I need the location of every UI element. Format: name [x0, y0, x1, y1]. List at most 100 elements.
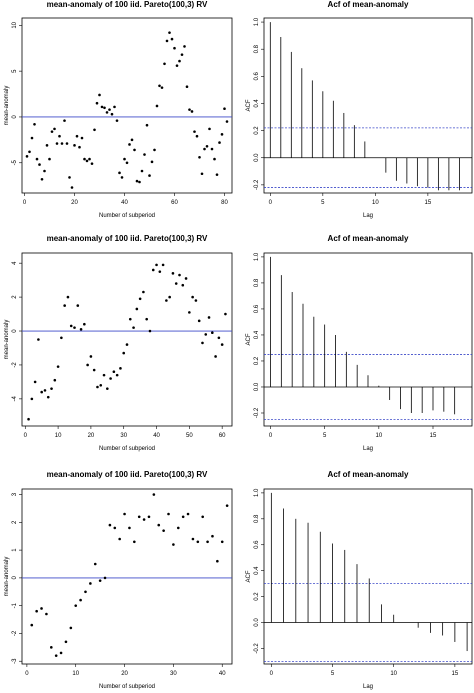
y-axis-label: mean-anomaly — [4, 320, 10, 360]
data-point — [160, 86, 164, 89]
x-tick-label: 0 — [23, 200, 27, 206]
data-point — [45, 144, 49, 147]
data-point — [123, 157, 126, 161]
data-point — [157, 523, 161, 527]
plot-frame — [263, 17, 473, 194]
y-tick-label: 0.2 — [254, 592, 260, 601]
data-point — [25, 155, 29, 158]
y-tick-label: 0.2 — [254, 126, 260, 135]
data-point — [201, 515, 204, 519]
y-tick-label: 0.4 — [254, 330, 260, 339]
data-point — [158, 84, 161, 88]
data-point — [161, 263, 165, 267]
data-point — [194, 299, 198, 302]
x-tick-label: 5 — [331, 671, 335, 677]
data-point — [216, 559, 219, 563]
data-point — [35, 157, 39, 161]
data-point — [63, 304, 66, 307]
data-point — [70, 186, 74, 189]
panel-5: mean-anomaly of 100 iid. Pareto(100,3) R… — [4, 470, 233, 690]
data-point — [93, 562, 97, 566]
data-point — [208, 127, 211, 131]
data-point — [135, 307, 139, 311]
data-point — [60, 142, 64, 145]
data-point — [27, 417, 30, 421]
data-point — [193, 130, 196, 133]
data-point — [167, 512, 170, 516]
data-point — [191, 537, 195, 541]
data-point — [168, 31, 171, 34]
data-point — [119, 367, 122, 370]
y-tick-label: 2 — [12, 295, 18, 299]
x-tick-label: 0 — [270, 671, 274, 677]
y-tick-label: -3 — [12, 658, 18, 664]
x-tick-label: 30 — [120, 433, 127, 439]
data-point — [201, 341, 204, 345]
y-tick-label: 0.4 — [254, 99, 260, 108]
y-tick-label: 0.6 — [254, 304, 260, 313]
data-point — [205, 144, 209, 148]
data-point — [207, 316, 211, 319]
data-point — [183, 45, 186, 48]
data-point — [85, 159, 89, 163]
data-point — [120, 176, 124, 179]
x-axis-label: Number of subperiod — [99, 684, 155, 690]
data-point — [175, 64, 179, 67]
data-point — [145, 317, 148, 321]
y-tick-label: 0 — [12, 115, 18, 119]
y-tick-label: 0.6 — [254, 72, 260, 81]
data-point — [128, 526, 131, 530]
chart-title: mean-anomaly of 100 iid. Pareto(100,3) R… — [47, 0, 208, 9]
y-tick-label: 1.0 — [254, 252, 260, 261]
plot-frame — [21, 252, 233, 427]
y-tick-label: 4 — [12, 261, 18, 265]
data-point — [223, 107, 226, 111]
data-point — [50, 130, 54, 133]
data-point — [224, 312, 227, 316]
data-point — [108, 108, 111, 111]
plot-frame — [263, 488, 473, 665]
chart-title: mean-anomaly of 100 iid. Pareto(100,3) R… — [47, 234, 208, 243]
panel-4: Acf of mean-anomaly 0 5 10 15 -0.2 0.0 0.2 0.4 0.… — [246, 234, 473, 452]
x-tick-label: 10 — [72, 671, 79, 677]
x-tick-label: 15 — [452, 671, 459, 677]
x-tick-label: 0 — [269, 433, 273, 439]
plot-frame — [21, 17, 233, 194]
data-point — [84, 590, 87, 594]
data-point — [113, 526, 117, 530]
x-tick-label: 15 — [425, 200, 432, 206]
data-point — [172, 543, 175, 546]
y-axis-label: ACF — [246, 570, 252, 582]
data-point — [108, 523, 112, 527]
data-point — [68, 176, 71, 179]
x-axis-label: Number of subperiod — [99, 213, 155, 219]
data-point — [76, 304, 80, 307]
x-tick-label: 20 — [121, 671, 128, 677]
y-tick-label: 0.4 — [254, 566, 260, 575]
data-point — [65, 142, 69, 145]
data-point — [96, 385, 99, 389]
data-point — [204, 333, 208, 336]
data-point — [138, 297, 142, 301]
data-point — [102, 373, 106, 377]
data-point — [174, 282, 178, 285]
data-point — [63, 119, 66, 122]
data-point — [103, 576, 107, 580]
data-point — [135, 179, 139, 183]
data-point — [155, 263, 158, 267]
data-point — [217, 336, 221, 340]
data-point — [163, 62, 166, 66]
data-point — [28, 150, 31, 154]
data-point — [220, 133, 224, 136]
x-tick-label: 40 — [153, 433, 160, 439]
x-axis-label: Lag — [363, 213, 373, 219]
data-point — [83, 322, 86, 326]
data-point — [171, 272, 175, 275]
data-point — [33, 380, 37, 384]
data-point — [105, 111, 109, 114]
chart-title: Acf of mean-anomaly — [328, 234, 409, 243]
data-point — [54, 654, 58, 657]
data-point — [64, 640, 68, 644]
data-point — [181, 515, 185, 519]
